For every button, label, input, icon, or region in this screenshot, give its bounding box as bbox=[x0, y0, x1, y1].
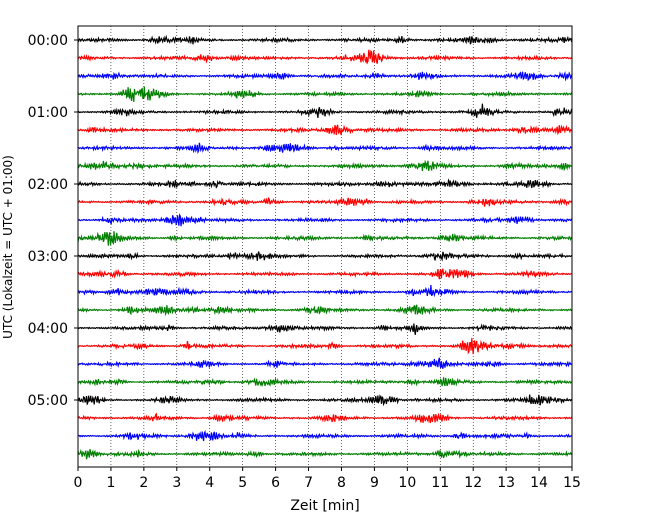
x-tick-label-7: 7 bbox=[304, 475, 313, 491]
trace-11 bbox=[77, 231, 573, 246]
y-tick-label-3: 03:00 bbox=[28, 249, 68, 265]
trace-15 bbox=[77, 304, 573, 317]
trace-22 bbox=[77, 430, 573, 442]
y-tick-label-0: 00:00 bbox=[28, 33, 68, 49]
trace-6 bbox=[77, 142, 573, 155]
x-tick-label-2: 2 bbox=[139, 475, 148, 491]
y-axis-label: UTC (Lokalzeit = UTC + 01:00) bbox=[1, 155, 15, 339]
x-tick-label-1: 1 bbox=[106, 475, 115, 491]
plot-frame bbox=[77, 25, 573, 468]
trace-2 bbox=[77, 70, 573, 82]
y-axis-ticks: 00:00 01:00 02:00 03:00 04:00 05:00 bbox=[28, 33, 78, 409]
x-tick-label-4: 4 bbox=[205, 475, 214, 491]
x-tick-label-9: 9 bbox=[370, 475, 379, 491]
y-tick-label-1: 01:00 bbox=[28, 105, 68, 121]
trace-10 bbox=[77, 213, 573, 227]
x-tick-label-13: 13 bbox=[497, 475, 515, 491]
seismic-traces bbox=[77, 34, 573, 460]
x-tick-label-0: 0 bbox=[74, 475, 83, 491]
trace-13 bbox=[77, 268, 573, 280]
trace-1 bbox=[77, 49, 573, 65]
trace-17 bbox=[77, 338, 573, 355]
trace-8 bbox=[77, 178, 573, 189]
x-tick-label-10: 10 bbox=[398, 475, 416, 491]
x-tick-label-3: 3 bbox=[172, 475, 181, 491]
trace-14 bbox=[77, 284, 573, 298]
trace-20 bbox=[77, 394, 573, 407]
plot-background bbox=[78, 26, 572, 467]
x-tick-label-15: 15 bbox=[563, 475, 581, 491]
trace-16 bbox=[77, 323, 573, 335]
trace-3 bbox=[77, 86, 573, 102]
trace-5 bbox=[77, 124, 573, 136]
trace-12 bbox=[77, 251, 573, 262]
trace-9 bbox=[77, 196, 573, 207]
trace-4 bbox=[77, 103, 573, 118]
x-tick-label-11: 11 bbox=[431, 475, 449, 491]
x-tick-label-14: 14 bbox=[530, 475, 548, 491]
x-tick-label-12: 12 bbox=[464, 475, 482, 491]
trace-7 bbox=[77, 159, 573, 172]
y-tick-label-2: 02:00 bbox=[28, 177, 68, 193]
x-tick-label-6: 6 bbox=[271, 475, 280, 491]
trace-21 bbox=[77, 412, 573, 424]
x-tick-label-5: 5 bbox=[238, 475, 247, 491]
trace-23 bbox=[77, 448, 573, 460]
y-tick-label-4: 04:00 bbox=[28, 321, 68, 337]
trace-0 bbox=[77, 34, 573, 45]
trace-18 bbox=[77, 357, 573, 369]
x-tick-label-8: 8 bbox=[337, 475, 346, 491]
x-axis-ticks: 0 1 2 3 4 5 6 7 8 9 10 11 12 13 14 15 bbox=[74, 467, 581, 491]
trace-19 bbox=[77, 377, 573, 388]
y-tick-label-5: 05:00 bbox=[28, 393, 68, 409]
x-axis-label: Zeit [min] bbox=[290, 498, 359, 514]
